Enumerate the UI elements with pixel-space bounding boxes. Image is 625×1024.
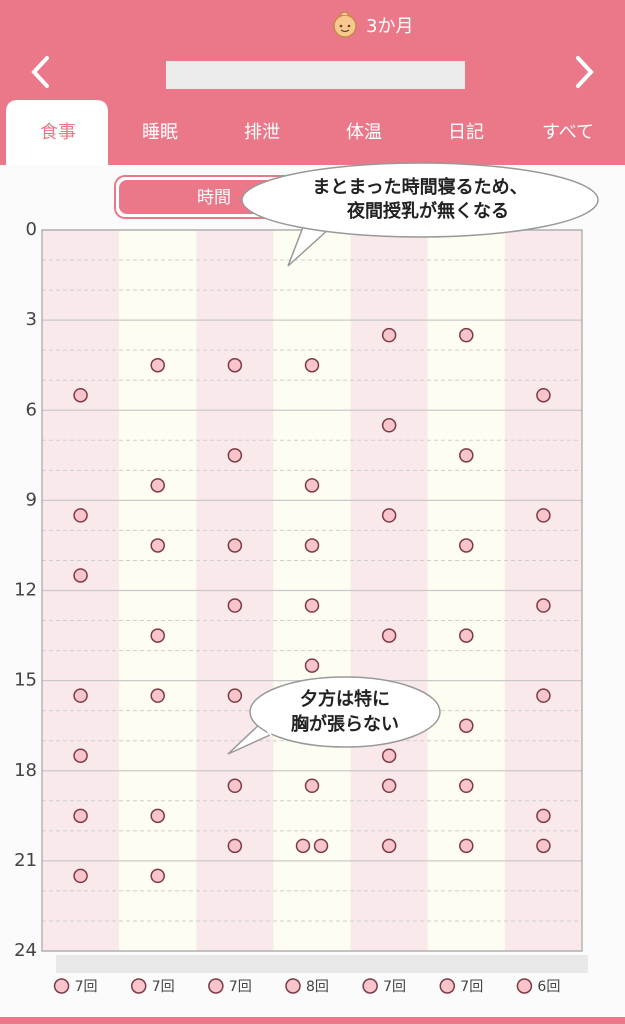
feeding-dot xyxy=(150,808,165,824)
feeding-dot xyxy=(227,598,243,613)
feeding-dot xyxy=(227,778,243,794)
y-tick-label: 9 xyxy=(26,489,37,510)
feeding-dot xyxy=(227,448,243,463)
feeding-dot xyxy=(304,778,320,794)
feeding-dot xyxy=(381,418,397,433)
feeding-dot xyxy=(381,748,397,763)
feeding-dot xyxy=(73,688,88,703)
count-icon xyxy=(53,978,70,994)
tab-label[interactable]: 体温 xyxy=(346,122,382,143)
feeding-dot xyxy=(227,357,243,373)
count-icon xyxy=(285,978,301,994)
tab-active[interactable] xyxy=(6,100,108,165)
feeding-dot xyxy=(304,658,320,673)
prev-button[interactable] xyxy=(31,56,49,88)
tab-label[interactable]: すべて xyxy=(542,122,594,143)
feeding-dot xyxy=(536,688,551,703)
feeding-dot xyxy=(381,838,397,854)
note-text: 夕方は特に xyxy=(300,688,390,710)
feeding-dot xyxy=(536,598,551,613)
baby-icon xyxy=(333,11,357,38)
y-tick-label: 12 xyxy=(14,580,37,601)
feeding-dot xyxy=(313,838,329,854)
feeding-dot xyxy=(150,357,165,373)
feeding-dot xyxy=(304,357,320,373)
feeding-dot xyxy=(459,327,474,343)
feeding-dot xyxy=(304,538,320,553)
bottom-bar xyxy=(0,1017,625,1024)
feeding-dot xyxy=(73,508,88,523)
feeding-dot xyxy=(73,748,88,763)
feeding-dot xyxy=(73,387,88,403)
feeding-dot xyxy=(536,808,551,824)
count-icon xyxy=(362,978,378,994)
feeding-dot xyxy=(381,628,397,643)
count-label: 6回 xyxy=(537,979,560,995)
tab-label[interactable]: 日記 xyxy=(448,122,484,143)
toggle-label[interactable]: 時間 xyxy=(197,188,231,208)
feeding-dot xyxy=(459,718,474,733)
count-icon xyxy=(130,978,147,994)
y-tick-label: 18 xyxy=(14,760,37,781)
footer-strip xyxy=(56,955,588,973)
feeding-dot xyxy=(536,838,551,854)
feeding-dot xyxy=(304,598,320,613)
tab-label[interactable]: 睡眠 xyxy=(142,122,178,143)
note-text: 胸が張らない xyxy=(291,713,399,735)
date-box xyxy=(166,61,465,89)
feeding-dot xyxy=(536,387,551,403)
age-label: 3か月 xyxy=(366,16,413,37)
feeding-dot xyxy=(536,508,551,523)
feeding-dot xyxy=(73,808,88,824)
feeding-dot xyxy=(295,838,311,854)
count-label: 7回 xyxy=(152,979,175,995)
count-icon xyxy=(516,978,533,994)
count-label: 7回 xyxy=(460,979,483,995)
y-tick-label: 0 xyxy=(26,219,37,240)
feeding-dot xyxy=(227,688,243,703)
tab-label[interactable]: 排泄 xyxy=(244,122,280,143)
feeding-dot xyxy=(227,838,243,854)
feeding-dot xyxy=(381,778,397,794)
feeding-dot xyxy=(459,538,474,553)
feeding-dot xyxy=(459,448,474,463)
note-bubble xyxy=(227,676,441,755)
next-button[interactable] xyxy=(576,56,594,88)
tab-label[interactable]: 食事 xyxy=(40,122,76,143)
feeding-dot xyxy=(150,688,165,703)
feeding-dot xyxy=(459,838,474,854)
feeding-dot xyxy=(150,478,165,493)
y-tick-label: 21 xyxy=(14,850,37,871)
count-label: 7回 xyxy=(229,979,252,995)
feeding-dot xyxy=(459,778,474,794)
feeding-dot xyxy=(73,568,88,583)
note-bubble xyxy=(241,162,599,267)
note-text: まとまった時間寝るため、 xyxy=(312,176,527,198)
note-text: 夜間授乳が無くなる xyxy=(346,200,509,222)
feeding-dot xyxy=(150,628,165,643)
count-icon xyxy=(208,978,224,994)
y-tick-label: 3 xyxy=(26,309,37,330)
count-label: 7回 xyxy=(75,979,98,995)
feeding-dot xyxy=(459,628,474,643)
feeding-dot xyxy=(150,538,165,553)
feeding-dot xyxy=(304,478,320,493)
feeding-dot xyxy=(227,538,243,553)
feeding-dot xyxy=(381,327,397,343)
y-tick-label: 24 xyxy=(14,940,37,961)
y-tick-label: 6 xyxy=(26,399,37,420)
feeding-dot xyxy=(73,868,88,884)
count-label: 7回 xyxy=(383,979,406,995)
feeding-dot xyxy=(381,508,397,523)
y-tick-label: 15 xyxy=(14,670,37,691)
feeding-dot xyxy=(150,868,165,884)
count-label: 8回 xyxy=(306,979,329,995)
count-icon xyxy=(439,978,456,994)
